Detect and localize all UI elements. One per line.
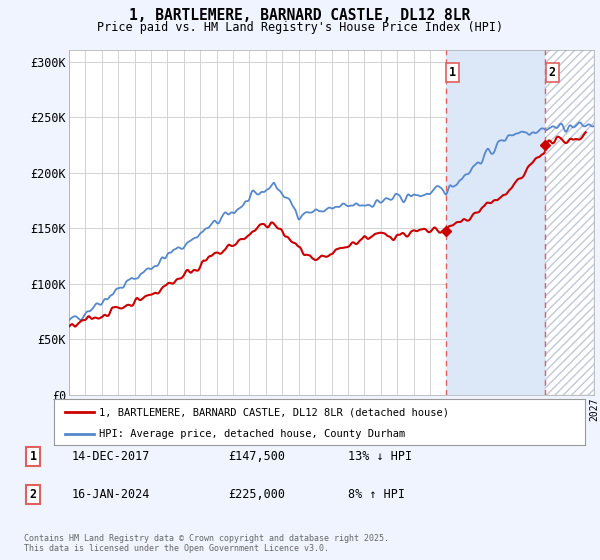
Text: 16-JAN-2024: 16-JAN-2024 — [72, 488, 151, 501]
Text: £147,500: £147,500 — [228, 450, 285, 463]
Text: 8% ↑ HPI: 8% ↑ HPI — [348, 488, 405, 501]
Bar — [446, 50, 545, 395]
Text: 14-DEC-2017: 14-DEC-2017 — [72, 450, 151, 463]
Text: 2: 2 — [29, 488, 37, 501]
Text: Price paid vs. HM Land Registry's House Price Index (HPI): Price paid vs. HM Land Registry's House … — [97, 21, 503, 34]
Text: 1, BARTLEMERE, BARNARD CASTLE, DL12 8LR: 1, BARTLEMERE, BARNARD CASTLE, DL12 8LR — [130, 8, 470, 24]
Text: £225,000: £225,000 — [228, 488, 285, 501]
Text: 2: 2 — [549, 66, 556, 79]
Text: 13% ↓ HPI: 13% ↓ HPI — [348, 450, 412, 463]
Text: Contains HM Land Registry data © Crown copyright and database right 2025.
This d: Contains HM Land Registry data © Crown c… — [24, 534, 389, 553]
Text: 1: 1 — [449, 66, 456, 79]
Text: 1: 1 — [29, 450, 37, 463]
Bar — [545, 50, 594, 395]
Text: 1, BARTLEMERE, BARNARD CASTLE, DL12 8LR (detached house): 1, BARTLEMERE, BARNARD CASTLE, DL12 8LR … — [99, 407, 449, 417]
Text: HPI: Average price, detached house, County Durham: HPI: Average price, detached house, Coun… — [99, 429, 406, 438]
